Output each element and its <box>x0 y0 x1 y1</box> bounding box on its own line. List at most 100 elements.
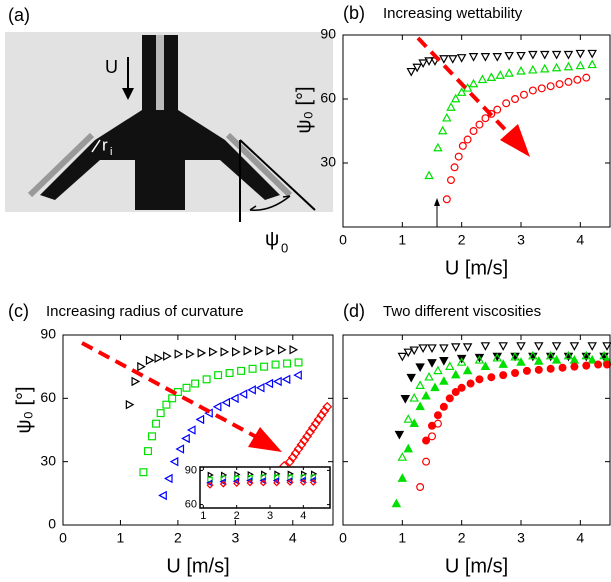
marker <box>450 93 461 103</box>
marker <box>445 361 455 370</box>
marker <box>599 350 609 360</box>
marker <box>202 375 211 384</box>
marker <box>232 477 240 485</box>
y-tick-label: 60 <box>40 389 56 405</box>
marker <box>564 77 573 86</box>
marker <box>511 369 520 378</box>
y-tick-label: 60 <box>320 90 336 106</box>
marker <box>409 418 419 427</box>
marker <box>555 80 564 89</box>
panel-title: Two different viscosities <box>383 303 541 320</box>
panel-label: (a) <box>8 5 30 25</box>
marker <box>290 448 301 459</box>
marker <box>511 94 520 103</box>
plot: 0 1 2 3 4 30 60 90 (b) Increasing wettability U [m… <box>293 3 611 279</box>
marker <box>569 342 580 351</box>
marker <box>528 350 538 360</box>
panel-label: (b) <box>343 3 365 23</box>
plot: 0 1 2 3 4 0 30 60 90 (c) Increasing radius of curv… <box>8 301 334 577</box>
marker <box>498 342 508 351</box>
marker <box>322 401 333 412</box>
marker <box>238 389 248 399</box>
marker <box>439 357 449 366</box>
marker <box>480 342 491 351</box>
marker <box>582 361 591 370</box>
marker <box>418 59 428 69</box>
marker <box>174 349 184 359</box>
marker <box>545 350 556 360</box>
marker <box>254 346 264 356</box>
marker <box>287 452 298 463</box>
marker <box>466 379 475 388</box>
marker <box>546 82 555 91</box>
marker <box>214 371 223 380</box>
marker <box>412 63 422 73</box>
x-tick-label: 3 <box>517 232 525 248</box>
x-tick-label: 3 <box>231 530 239 546</box>
marker <box>163 351 172 361</box>
marker <box>516 51 526 61</box>
marker <box>570 362 579 371</box>
plot: 0 1 2 3 4 (d) Two different viscosities U [m/s] <box>339 301 611 577</box>
marker <box>293 370 302 380</box>
marker <box>587 342 597 351</box>
x-tick-label: 4 <box>289 530 297 546</box>
marker <box>458 141 467 150</box>
panel-label: (c) <box>8 301 29 321</box>
marker <box>406 373 416 383</box>
marker <box>296 439 307 450</box>
marker <box>516 342 526 351</box>
marker <box>594 360 603 369</box>
marker <box>137 361 146 372</box>
marker <box>163 473 173 484</box>
marker <box>575 60 586 70</box>
marker <box>131 376 141 387</box>
marker <box>442 195 451 204</box>
marker <box>206 479 213 487</box>
marker <box>427 344 437 353</box>
velocity-label: U <box>105 57 118 77</box>
marker <box>286 478 294 486</box>
marker <box>293 444 304 454</box>
y-tick-label: 90 <box>185 464 197 476</box>
marker <box>281 374 291 385</box>
marker <box>481 114 490 123</box>
angle-label: ψ <box>265 228 279 250</box>
marker <box>319 406 330 416</box>
marker <box>299 476 306 484</box>
x-axis-label: U [m/s] <box>445 555 508 577</box>
marker <box>433 411 442 420</box>
marker <box>581 350 592 360</box>
marker <box>294 358 303 367</box>
marker <box>260 362 269 371</box>
x-tick-label: 1 <box>398 232 406 248</box>
marker <box>516 357 526 366</box>
marker <box>310 418 321 429</box>
marker <box>469 126 478 135</box>
marker <box>397 452 408 461</box>
marker <box>427 359 437 368</box>
marker <box>502 99 511 108</box>
marker <box>498 359 508 368</box>
marker <box>462 365 473 375</box>
marker <box>406 67 416 77</box>
marker <box>424 170 434 180</box>
marker <box>309 476 316 484</box>
marker <box>139 468 148 477</box>
x-tick-label: 2 <box>234 510 240 522</box>
marker <box>415 380 425 389</box>
marker <box>219 480 227 488</box>
marker <box>259 479 267 487</box>
marker <box>391 498 402 508</box>
marker <box>316 410 327 421</box>
marker <box>528 50 538 60</box>
marker <box>246 479 254 487</box>
marker <box>307 422 318 433</box>
angle-subscript: 0 <box>281 240 288 255</box>
marker <box>400 395 411 404</box>
marker <box>154 353 164 363</box>
marker <box>209 347 218 357</box>
marker <box>522 366 531 375</box>
marker <box>271 360 280 369</box>
marker <box>551 50 562 60</box>
